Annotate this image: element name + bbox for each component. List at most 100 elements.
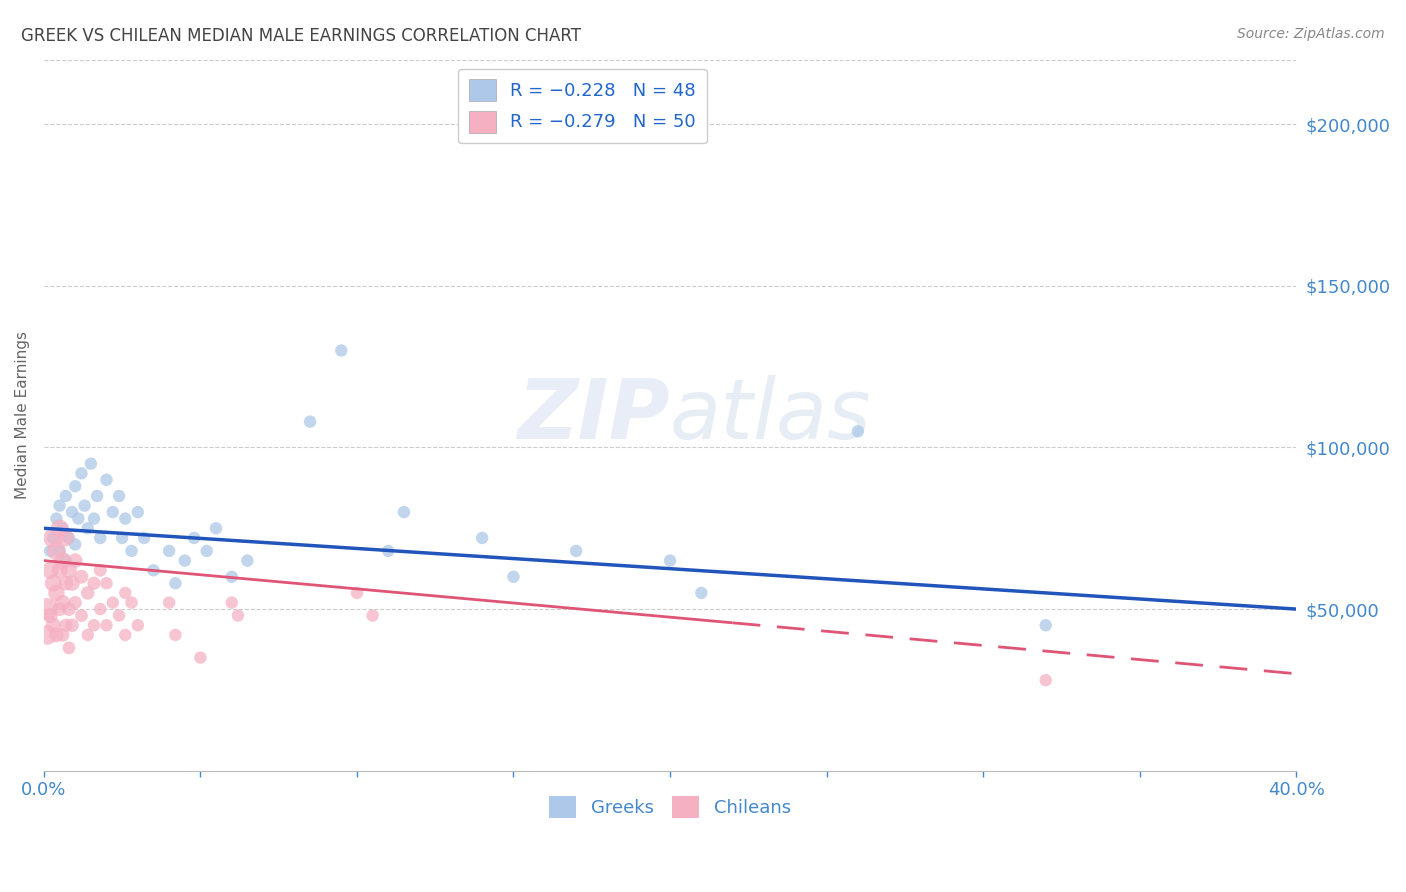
Point [63,596,86,610]
Point [55,531,77,545]
Text: ZIP: ZIP [517,375,671,456]
Point [55,618,77,632]
Point [86,489,108,503]
Point [132,531,155,545]
Point [121,596,143,610]
Point [157,544,180,558]
Point [114,511,136,525]
Point [346,586,368,600]
Point [60,576,83,591]
Point [183,531,205,545]
Point [58,563,80,577]
Point [96,473,118,487]
Point [80,457,103,471]
Point [83,511,105,525]
Point [659,553,682,567]
Point [52,628,75,642]
Point [157,596,180,610]
Point [205,521,228,535]
Point [89,531,111,545]
Point [330,343,353,358]
Point [690,586,713,600]
Point [58,531,80,545]
Point [39,608,62,623]
Point [70,467,93,481]
Point [226,608,249,623]
Point [35,602,58,616]
Point [89,602,111,616]
Text: Source: ZipAtlas.com: Source: ZipAtlas.com [1237,27,1385,41]
Point [67,511,90,525]
Point [60,618,83,632]
Point [55,553,77,567]
Y-axis label: Median Male Earnings: Median Male Earnings [15,331,30,500]
Point [48,544,70,558]
Point [58,602,80,616]
Point [471,531,494,545]
Legend: Greeks, Chileans: Greeks, Chileans [543,789,797,826]
Point [76,628,98,642]
Point [127,618,149,632]
Point [221,570,243,584]
Point [48,521,70,535]
Point [846,425,869,439]
Text: atlas: atlas [671,375,872,456]
Point [48,602,70,616]
Point [165,576,187,591]
Point [127,505,149,519]
Point [565,544,588,558]
Point [114,586,136,600]
Point [83,576,105,591]
Point [221,596,243,610]
Point [55,576,77,591]
Point [70,570,93,584]
Point [39,563,62,577]
Point [52,521,75,535]
Point [89,563,111,577]
Point [42,576,65,591]
Point [1035,673,1057,688]
Point [96,618,118,632]
Point [55,489,77,503]
Point [48,499,70,513]
Point [42,618,65,632]
Point [392,505,415,519]
Point [165,628,187,642]
Point [58,640,80,655]
Point [42,531,65,545]
Point [63,479,86,493]
Point [45,628,67,642]
Point [1035,618,1057,632]
Point [142,563,165,577]
Point [298,415,321,429]
Point [108,608,131,623]
Point [70,608,93,623]
Point [76,586,98,600]
Point [190,650,212,665]
Point [121,544,143,558]
Point [63,553,86,567]
Point [60,505,83,519]
Point [236,553,259,567]
Point [377,544,399,558]
Point [173,553,195,567]
Point [48,563,70,577]
Point [96,576,118,591]
Point [108,489,131,503]
Point [101,505,124,519]
Point [52,553,75,567]
Point [45,544,67,558]
Point [76,521,98,535]
Point [114,628,136,642]
Point [111,531,134,545]
Point [502,570,524,584]
Point [361,608,384,623]
Point [45,586,67,600]
Point [195,544,218,558]
Point [45,511,67,525]
Point [83,618,105,632]
Point [63,537,86,551]
Point [73,499,96,513]
Point [39,544,62,558]
Point [52,596,75,610]
